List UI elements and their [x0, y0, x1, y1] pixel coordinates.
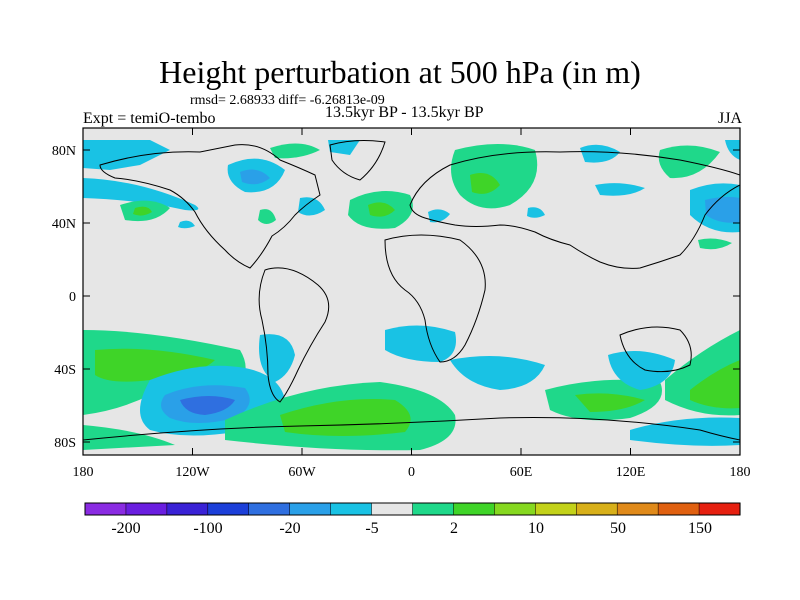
colorbar-label: -200: [111, 520, 140, 537]
colorbar-label: 10: [528, 520, 544, 537]
colorbar-label: 50: [610, 520, 626, 537]
contour-region: [450, 356, 545, 390]
contour-region: [595, 183, 645, 196]
colorbar-label: -20: [279, 520, 300, 537]
contour-region: [705, 196, 740, 223]
colorbar-swatch: [166, 502, 209, 516]
colorbar-label: 2: [450, 520, 458, 537]
lon-label-120e: 120E: [616, 465, 646, 480]
colorbar-label: -100: [193, 520, 222, 537]
coastline-north-america: [99, 144, 321, 269]
lat-axis: 80N 40N 0 40S 80S: [52, 144, 740, 451]
contour-region: [428, 209, 450, 223]
lon-label-60e: 60E: [510, 465, 533, 480]
contour-region: [280, 399, 411, 436]
contour-region: [83, 140, 170, 170]
experiment-label: Expt = temiO-tembo: [83, 110, 216, 127]
colorbar-swatch: [698, 502, 741, 516]
coastlines: [83, 140, 740, 441]
contour-region: [180, 396, 235, 415]
colorbar-swatch: [616, 502, 659, 516]
colorbar-swatch: [576, 502, 618, 516]
contour-region: [298, 197, 325, 216]
contour-region: [451, 144, 538, 209]
contour-region: [698, 238, 732, 250]
colorbar-swatch: [657, 502, 700, 516]
colorbar-swatch: [125, 502, 168, 516]
colorbar-label: 150: [688, 520, 712, 537]
colorbar-swatch: [535, 502, 577, 516]
colorbar-swatch: [371, 502, 414, 516]
contour-region: [608, 351, 675, 390]
contour-region: [527, 207, 545, 218]
coastline-australia: [619, 326, 692, 373]
lon-label-0: 0: [408, 465, 415, 480]
lat-label-40n: 40N: [52, 217, 76, 232]
lat-label-80s: 80S: [54, 436, 76, 451]
colorbar-swatch: [453, 502, 495, 516]
contour-region: [725, 140, 740, 160]
lon-axis: 180 120W 60W 0 60E 120E 180: [73, 128, 751, 480]
colorbar-swatch: [289, 502, 332, 516]
coastline-antarctica: [83, 417, 740, 441]
lat-label-80n: 80N: [52, 144, 76, 159]
lon-label-180-right: 180: [730, 465, 751, 480]
contour-region: [368, 202, 395, 217]
contour-region: [270, 143, 320, 159]
contour-field: [83, 140, 740, 451]
contour-region: [690, 360, 740, 409]
contour-region: [83, 425, 175, 450]
stats-label: rmsd= 2.68933 diff= -6.26813e-09: [190, 93, 385, 108]
contour-region: [385, 325, 456, 362]
lat-label-0: 0: [69, 290, 76, 305]
lon-label-180-left: 180: [73, 465, 94, 480]
coastline-africa: [384, 234, 486, 363]
colorbar-swatch: [412, 502, 454, 516]
contour-region: [470, 172, 500, 194]
contour-region: [178, 220, 195, 229]
lon-label-60w: 60W: [288, 465, 316, 480]
contour-region: [133, 206, 152, 216]
lon-label-120w: 120W: [175, 465, 210, 480]
map-title: Height perturbation at 500 hPa (in m): [159, 54, 641, 90]
colorbar-swatch: [248, 502, 291, 516]
contour-region: [258, 209, 276, 224]
lat-label-40s: 40S: [54, 363, 76, 378]
coastline-south-america: [258, 267, 330, 403]
contour-region: [240, 169, 270, 185]
colorbar: -200 -100 -20 -5 2 10 50 150: [84, 502, 741, 537]
colorbar-swatch: [84, 502, 127, 516]
coastline-eurasia: [409, 151, 740, 269]
coastline-greenland: [329, 140, 386, 181]
colorbar-swatch: [494, 502, 536, 516]
colorbar-swatch: [330, 502, 373, 516]
contour-region: [580, 144, 620, 163]
contour-region: [83, 178, 199, 211]
colorbar-frame: [84, 502, 741, 516]
period-label: 13.5kyr BP - 13.5kyr BP: [325, 104, 484, 121]
colorbar-swatch: [207, 502, 250, 516]
contour-region: [575, 393, 645, 412]
colorbar-label: -5: [365, 520, 378, 537]
season-label: JJA: [717, 110, 742, 127]
